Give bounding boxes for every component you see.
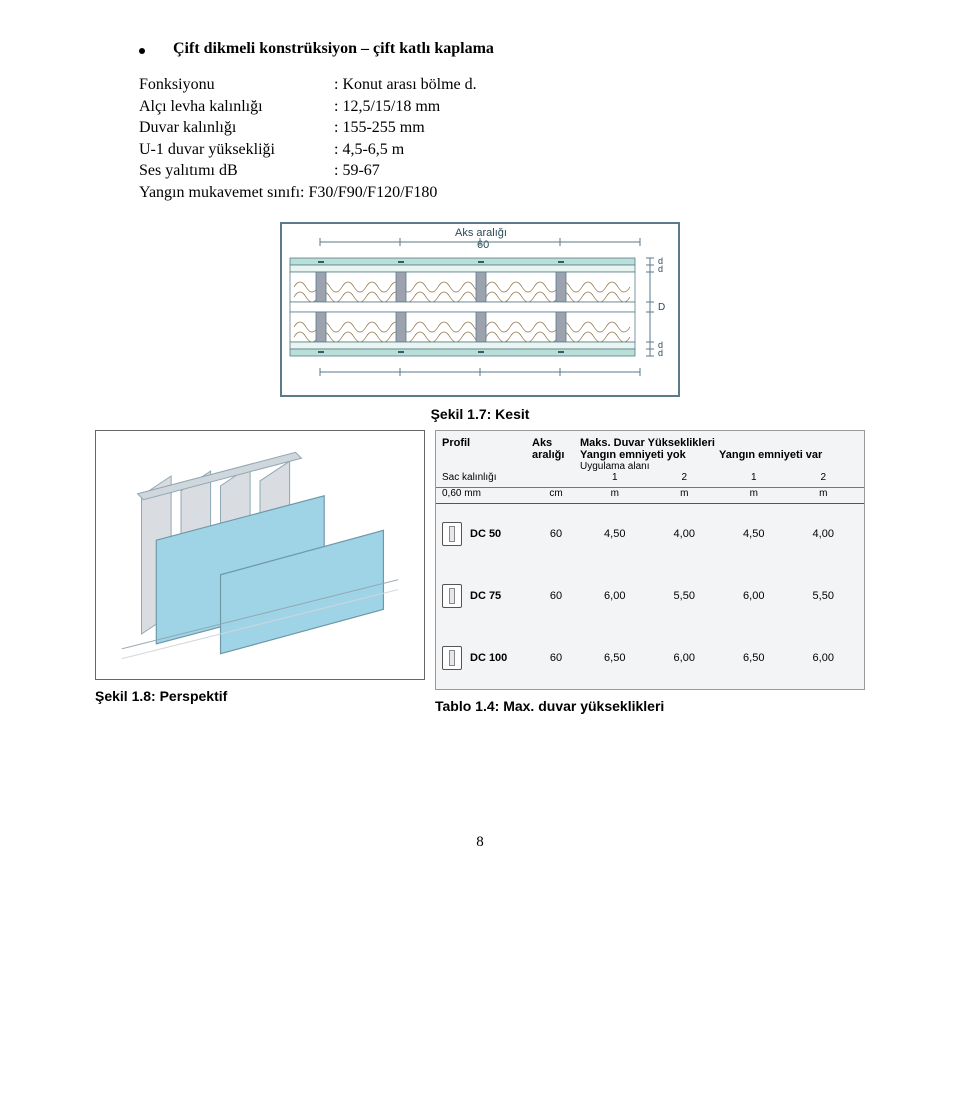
- table-cell: 60: [532, 652, 580, 664]
- table-unit: 1: [580, 472, 650, 483]
- dim-label: d: [658, 348, 663, 358]
- spec-value: : 4,5-6,5 m: [334, 139, 404, 161]
- spec-label: Duvar kalınlığı: [139, 117, 334, 139]
- figure-caption: Şekil 1.7: Kesit: [280, 406, 680, 422]
- table-cell: 60: [532, 590, 580, 602]
- table-header: Aks: [532, 437, 580, 449]
- table-row: DC 100 60 6,50 6,00 6,50 6,00: [436, 636, 864, 680]
- spec-label: Fonksiyonu: [139, 74, 334, 96]
- spec-single: Yangın mukavemet sınıfı: F30/F90/F120/F1…: [139, 182, 437, 204]
- table-cell: 6,00: [650, 652, 720, 664]
- table-subheader: Uygulama alanı: [574, 461, 864, 472]
- table-cell: 5,50: [650, 590, 720, 602]
- bullet-dot-icon: [139, 48, 145, 54]
- table-unit: 2: [789, 472, 859, 483]
- profile-icon: [442, 522, 462, 546]
- table-subheader: Yangın emniyeti yok: [580, 449, 719, 461]
- table-row: DC 75 60 6,00 5,50 6,00 5,50: [436, 574, 864, 618]
- profile-icon: [442, 646, 462, 670]
- spec-label: Ses yalıtımı dB: [139, 160, 334, 182]
- spec-value: : Konut arası bölme d.: [334, 74, 477, 96]
- spec-row: Ses yalıtımı dB : 59-67: [139, 160, 865, 182]
- table-unit-label: 0,60 mm: [442, 488, 532, 499]
- table-unit: 2: [650, 472, 720, 483]
- table-unit: 1: [719, 472, 789, 483]
- figure-caption: Şekil 1.8: Perspektif: [95, 688, 425, 704]
- table-wall-heights: Profil Aks Maks. Duvar Yükseklikleri ara…: [435, 430, 865, 690]
- spec-value: : 59-67: [334, 160, 380, 182]
- table-cell: DC 50: [470, 528, 532, 540]
- table-unit: m: [719, 488, 789, 499]
- bullet-item: Çift dikmeli konstrüksiyon – çift katlı …: [139, 40, 865, 58]
- table-cell: DC 75: [470, 590, 532, 602]
- page-number: 8: [95, 834, 865, 851]
- spec-value: : 12,5/15/18 mm: [334, 96, 440, 118]
- figure-label: Aks aralığı: [455, 227, 507, 239]
- table-subheader: aralığı: [532, 449, 580, 461]
- spec-row: Fonksiyonu : Konut arası bölme d.: [139, 74, 865, 96]
- table-subheader: Yangın emniyeti var: [719, 449, 858, 461]
- figure-perspective: [95, 430, 425, 680]
- spec-value: : 155-255 mm: [334, 117, 425, 139]
- dim-label: d: [658, 264, 663, 274]
- table-header: Profil: [442, 437, 532, 449]
- spec-row: Yangın mukavemet sınıfı: F30/F90/F120/F1…: [139, 182, 865, 204]
- dim-label: D: [658, 302, 665, 313]
- table-cell: 4,50: [580, 528, 650, 540]
- table-cell: 4,00: [789, 528, 859, 540]
- table-unit: m: [650, 488, 720, 499]
- table-unit: m: [580, 488, 650, 499]
- spec-row: Alçı levha kalınlığı : 12,5/15/18 mm: [139, 96, 865, 118]
- table-unit-label: Sac kalınlığı: [442, 472, 532, 483]
- table-cell: 6,00: [789, 652, 859, 664]
- spec-label: Alçı levha kalınlığı: [139, 96, 334, 118]
- bullet-title: Çift dikmeli konstrüksiyon – çift katlı …: [173, 40, 494, 58]
- table-cell: 4,00: [650, 528, 720, 540]
- spec-label: U-1 duvar yüksekliği: [139, 139, 334, 161]
- table-cell: DC 100: [470, 652, 532, 664]
- table-cell: 6,50: [719, 652, 789, 664]
- table-cell: 5,50: [789, 590, 859, 602]
- spec-row: U-1 duvar yüksekliği : 4,5-6,5 m: [139, 139, 865, 161]
- table-cell: 60: [532, 528, 580, 540]
- table-cell: 4,50: [719, 528, 789, 540]
- figure-cross-section: Aks aralığı 60: [280, 222, 680, 422]
- table-cell: 6,50: [580, 652, 650, 664]
- table-unit: cm: [532, 488, 580, 499]
- spec-list: Fonksiyonu : Konut arası bölme d. Alçı l…: [139, 74, 865, 204]
- table-header: Maks. Duvar Yükseklikleri: [580, 437, 858, 449]
- table-cell: 6,00: [580, 590, 650, 602]
- figure-label: 60: [477, 239, 489, 251]
- table-unit: m: [789, 488, 859, 499]
- spec-row: Duvar kalınlığı : 155-255 mm: [139, 117, 865, 139]
- profile-icon: [442, 584, 462, 608]
- table-row: DC 50 60 4,50 4,00 4,50 4,00: [436, 512, 864, 556]
- table-cell: 6,00: [719, 590, 789, 602]
- table-caption: Tablo 1.4: Max. duvar yükseklikleri: [435, 698, 865, 714]
